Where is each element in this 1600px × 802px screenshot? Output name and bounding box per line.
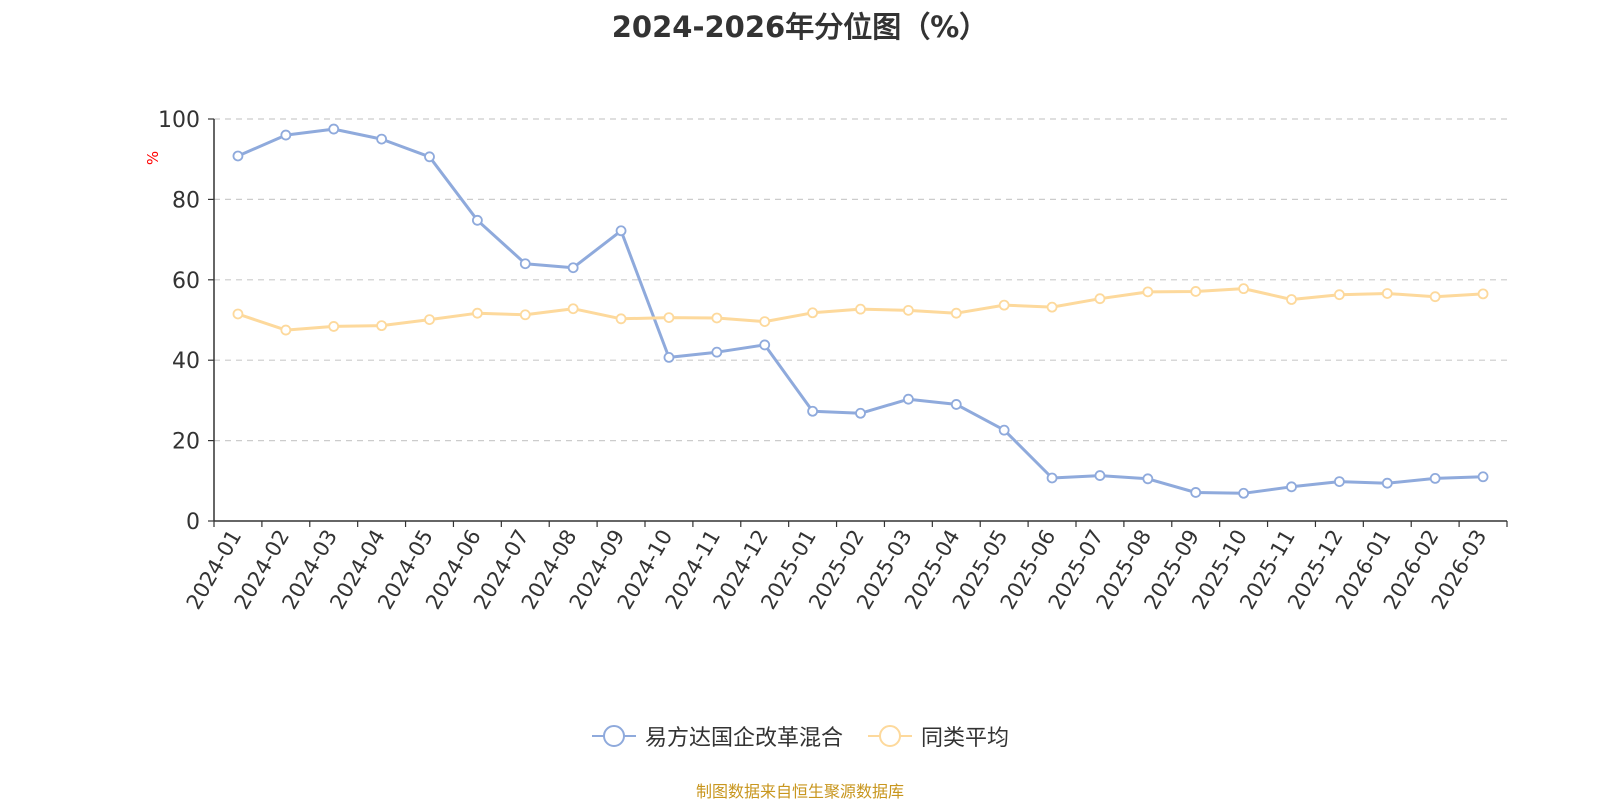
legend-marker-fund — [591, 725, 636, 747]
data-point-0 — [902, 393, 914, 405]
axes — [208, 118, 1508, 527]
data-point-1 — [855, 303, 866, 315]
source-note: 制图数据来自恒生聚源数据库 — [695, 782, 904, 801]
data-point-1 — [1238, 283, 1250, 295]
y-tick-label: 40 — [172, 349, 200, 374]
data-point-1 — [615, 313, 627, 325]
data-point-0 — [1190, 487, 1202, 498]
data-point-0 — [950, 399, 962, 410]
data-point-1 — [1142, 286, 1154, 298]
data-point-1 — [1094, 293, 1106, 305]
data-point-1 — [1333, 289, 1345, 301]
data-point-1 — [1190, 286, 1202, 297]
data-point-0 — [1238, 487, 1250, 499]
legend-item-fund[interactable]: 易方达国企改革混合 — [591, 720, 843, 752]
data-point-0 — [1094, 470, 1106, 481]
data-point-0 — [376, 133, 388, 145]
data-point-0 — [232, 150, 244, 162]
data-point-1 — [424, 314, 435, 325]
data-point-1 — [807, 307, 819, 319]
y-tick-label: 80 — [172, 188, 200, 213]
data-point-1 — [519, 309, 531, 321]
data-point-1 — [1046, 301, 1058, 313]
data-point-0 — [855, 407, 866, 419]
data-point-1 — [232, 308, 244, 320]
data-point-0 — [1381, 477, 1393, 489]
data-point-0 — [615, 225, 627, 237]
data-point-0 — [998, 424, 1010, 436]
chart-title: 2024-2026年分位图（%） — [611, 10, 989, 44]
y-tick-label: 60 — [172, 269, 200, 294]
data-point-1 — [471, 307, 483, 319]
data-point-1 — [1286, 294, 1297, 305]
data-point-0 — [663, 351, 675, 363]
data-point-0 — [328, 123, 340, 135]
data-point-0 — [519, 258, 531, 270]
legend-item-average[interactable]: 同类平均 — [867, 720, 1009, 752]
y-unit-label: % — [144, 151, 162, 165]
data-point-1 — [328, 321, 340, 332]
legend-label-average: 同类平均 — [921, 726, 1010, 751]
legend-label-fund: 易方达国企改革混合 — [644, 726, 843, 751]
y-tick-label: 20 — [172, 430, 200, 455]
data-point-0 — [1142, 473, 1154, 485]
data-point-0 — [1429, 472, 1441, 484]
data-point-1 — [663, 312, 675, 323]
data-point-1 — [1429, 291, 1441, 303]
data-point-0 — [567, 262, 579, 274]
y-tick-label: 100 — [158, 108, 200, 133]
y-tick-label: 0 — [186, 510, 200, 535]
data-point-1 — [711, 312, 723, 324]
series-lines — [232, 123, 1489, 499]
data-point-0 — [807, 405, 819, 417]
data-point-1 — [376, 320, 388, 332]
data-point-0 — [759, 339, 771, 351]
legend: 易方达国企改革混合 同类平均 — [0, 720, 1600, 752]
data-point-0 — [711, 346, 723, 358]
data-point-0 — [1046, 472, 1058, 484]
data-point-0 — [424, 151, 435, 163]
data-point-1 — [567, 303, 579, 315]
data-point-1 — [1477, 288, 1489, 300]
legend-marker-average — [868, 725, 912, 747]
data-point-0 — [471, 214, 483, 226]
data-point-1 — [759, 316, 771, 328]
data-point-1 — [1381, 288, 1393, 299]
data-point-0 — [1333, 476, 1345, 488]
data-point-1 — [998, 299, 1010, 311]
data-point-1 — [950, 307, 962, 319]
grid-lines — [214, 118, 1507, 442]
data-point-1 — [280, 324, 292, 336]
data-point-0 — [1477, 471, 1489, 483]
data-point-0 — [280, 129, 292, 141]
data-point-0 — [1286, 481, 1297, 493]
data-point-1 — [902, 304, 914, 316]
